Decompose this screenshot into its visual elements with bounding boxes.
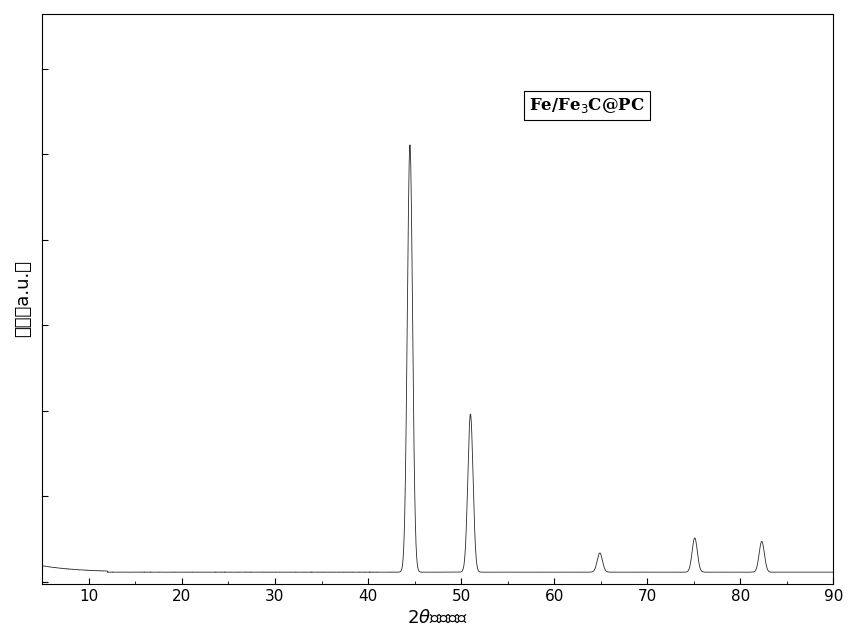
Text: Fe/Fe$_3$C@PC: Fe/Fe$_3$C@PC xyxy=(529,96,644,115)
Y-axis label: 强度（a.u.）: 强度（a.u.） xyxy=(14,260,32,337)
X-axis label: $2\theta$（角度）: $2\theta$（角度） xyxy=(407,609,468,627)
